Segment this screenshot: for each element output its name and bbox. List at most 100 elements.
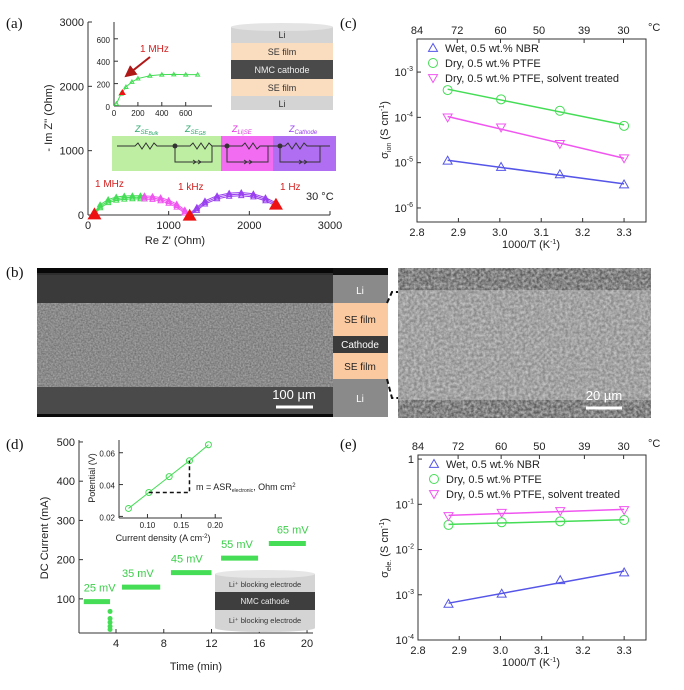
tick-exponent: -5 (407, 157, 413, 164)
x-tick-label: 3.1 (534, 227, 549, 239)
x-tick-label: 20 (301, 638, 313, 650)
y-tick-label: 0 (106, 103, 111, 112)
fit-line-blue (448, 570, 625, 604)
legend-label: Wet, 0.5 wt.% NBR (446, 459, 540, 471)
data-point (618, 506, 630, 516)
dc-polarization-plot: 4 8 12 16 20 100 200 300 400 500 25 mV 35 mV 45 mV 55… (57, 437, 314, 650)
y-tick-label: 300 (57, 515, 75, 527)
data-point (173, 203, 181, 210)
data-point (427, 74, 439, 84)
voltage-label: 45 mV (171, 554, 203, 566)
y-tick-label: 1000 (60, 146, 84, 158)
data-point (554, 574, 566, 585)
e-ylabel: σele. (S cm-1) (379, 518, 393, 578)
plot-frame (417, 454, 647, 641)
nyquist-curve-purple (189, 195, 277, 216)
y-tick-label: 2000 (60, 81, 84, 93)
asr-inset: 0.10 0.15 0.20 0.02 0.04 0.06 (99, 440, 224, 530)
x-tick-label: 3.0 (492, 227, 507, 239)
data-point (554, 168, 566, 179)
nyquist-inset: 0 200 400 600 0 200 400 600 (97, 22, 212, 118)
blocking-cell-cathode: NMC cathode (241, 597, 290, 606)
fit-line-blue (447, 159, 625, 185)
d-ylabel: DC Current (mA) (39, 497, 51, 580)
voltage-label: 55 mV (221, 539, 253, 551)
fit-line-magenta (448, 508, 625, 517)
top-tick-label: 39 (578, 25, 590, 37)
data-point (96, 204, 104, 211)
data-point (129, 78, 135, 84)
circuit-label-se-bulk: ZSEBulk (134, 124, 159, 137)
panel-label-d: (d) (6, 437, 24, 453)
voltage-label: 35 mV (122, 568, 154, 580)
top-tick-label: 50 (533, 441, 545, 453)
transient-point (107, 626, 113, 632)
x-tick-label: 3.3 (616, 227, 631, 239)
layer-li-bottom: Li (356, 394, 364, 405)
transient-point (107, 615, 113, 621)
data-point (137, 195, 144, 202)
panel-label-c: (c) (340, 16, 357, 32)
frequency-marker (182, 208, 197, 221)
y-tick-label: 400 (97, 58, 111, 67)
x-tick-label: 600 (179, 109, 193, 118)
data-point (165, 199, 173, 206)
y-tick-label: 1 (408, 454, 414, 466)
data-point (618, 178, 630, 189)
scale-label-left: 100 µm (272, 387, 316, 402)
voltage-label: 25 mV (84, 583, 116, 595)
data-point (193, 206, 201, 213)
stack-layer-se-top: SE film (268, 47, 297, 57)
tick-exponent: -4 (407, 111, 413, 118)
data-point (141, 195, 148, 202)
top-tick-label: 84 (412, 441, 424, 453)
x-tick-label: 3.0 (493, 645, 508, 657)
x-tick-label: 1000 (156, 220, 180, 232)
data-point (112, 196, 120, 203)
scale-label-right: 20 µm (586, 388, 622, 403)
data-point (496, 588, 508, 598)
data-point (428, 58, 438, 68)
data-point (428, 458, 440, 468)
y-tick-label: 10-1 (396, 498, 415, 511)
y-tick-label: 10-2 (396, 544, 415, 557)
data-point (194, 71, 201, 77)
x-tick-label: 2000 (237, 220, 261, 232)
tick-exponent: -6 (407, 202, 413, 209)
x-tick-label: 4 (113, 638, 119, 650)
nyquist-curve-magenta (144, 198, 190, 216)
data-point (250, 193, 257, 200)
data-point (113, 100, 120, 106)
data-point (120, 195, 128, 202)
data-point (495, 161, 507, 171)
circuit-label-cathode: ZCathode (288, 124, 318, 136)
nyquist-curve-green (94, 198, 145, 216)
data-point (185, 457, 193, 465)
a-inset-freq-label: 1 MHz (140, 44, 169, 55)
layer-se-top: SE film (344, 315, 376, 326)
x-tick-label: 16 (253, 638, 265, 650)
data-point (213, 195, 221, 202)
a-xlabel: Re Z' (Ohm) (145, 235, 205, 247)
data-point (443, 512, 454, 522)
data-point (124, 504, 132, 512)
a-inset-arrow (124, 56, 151, 78)
data-point (129, 195, 136, 202)
data-point (495, 123, 507, 133)
tick-base: 10 (396, 499, 408, 511)
data-point (104, 199, 112, 206)
data-point (181, 209, 189, 216)
y-tick-label: 10-3 (396, 589, 415, 602)
top-tick-label: 72 (452, 441, 464, 453)
x-tick-label: 2.9 (451, 227, 466, 239)
x-tick-label: 3000 (318, 220, 342, 232)
y-tick-label: 400 (57, 476, 75, 488)
d-inset-ylabel: Potential (V) (87, 453, 97, 503)
transient-point (107, 619, 113, 625)
stack-layer-li-top: Li (278, 30, 285, 40)
d-inset-xlabel: Current density (A cm-2) (116, 533, 211, 543)
x-tick-label: 3.1 (534, 645, 549, 657)
layer-cathode: Cathode (341, 340, 379, 351)
